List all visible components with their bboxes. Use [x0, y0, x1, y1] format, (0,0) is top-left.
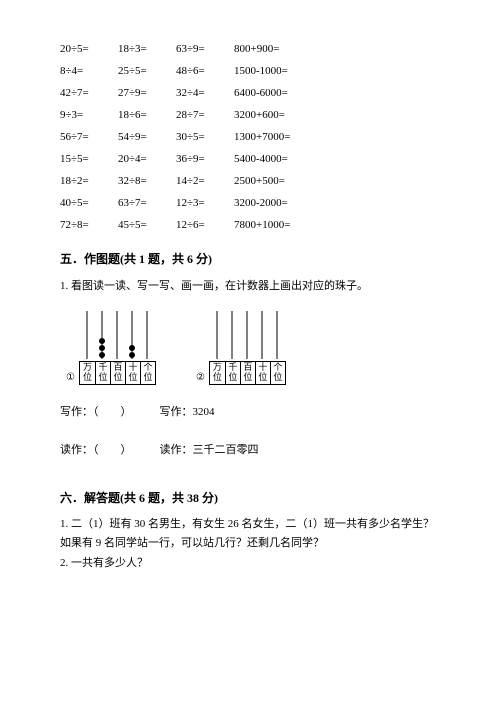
write-2: 写作：3204	[160, 403, 215, 419]
equation-cell: 8÷4=	[60, 60, 118, 82]
equation-cell: 63÷7=	[118, 192, 176, 214]
read-1: 读作：（ ）	[60, 441, 132, 457]
circle-number-1: ①	[66, 372, 75, 383]
equation-row: 56÷7=54÷9=30÷5=1300+7000=	[60, 126, 450, 148]
abacus-label-cell: 千位	[95, 362, 110, 384]
equation-cell: 32÷4=	[176, 82, 234, 104]
equation-cell: 25÷5=	[118, 60, 176, 82]
equation-cell: 30÷5=	[176, 126, 234, 148]
question-6-2: 2. 一共有多少人？	[60, 555, 450, 573]
equation-cell: 7800+1000=	[234, 214, 450, 236]
abacus-label-cell: 十位	[255, 362, 270, 384]
equation-cell: 12÷3=	[176, 192, 234, 214]
question-5-1: 1. 看图读一读、写一写、画一画，在计数器上画出对应的珠子。	[60, 277, 450, 293]
answer-questions: 1. 二（1）班有 30 名男生，有女生 26 名女生，二（1）班一共有多少名学…	[60, 516, 450, 573]
abacus-1: 万位千位百位十位个位	[79, 311, 156, 385]
abacus-bead	[99, 352, 105, 358]
equation-row: 20÷5=18÷3=63÷9=800+900=	[60, 38, 450, 60]
abacus-row: ① 万位千位百位十位个位 ② 万位千位百位十位个位	[60, 311, 450, 385]
abacus-block-2: ② 万位千位百位十位个位	[196, 311, 286, 385]
abacus-rod	[259, 311, 265, 359]
equation-cell: 20÷5=	[60, 38, 118, 60]
equation-cell: 1300+7000=	[234, 126, 450, 148]
equation-cell: 42÷7=	[60, 82, 118, 104]
equation-cell: 45÷5=	[118, 214, 176, 236]
abacus-rod	[214, 311, 220, 359]
abacus-label-cell: 百位	[110, 362, 125, 384]
abacus-label-cell: 十位	[125, 362, 140, 384]
equation-cell: 15÷5=	[60, 148, 118, 170]
abacus-rod	[144, 311, 150, 359]
abacus-rod	[114, 311, 120, 359]
equation-row: 8÷4=25÷5=48÷6=1500-1000=	[60, 60, 450, 82]
abacus-bead	[129, 352, 135, 358]
section-5-title: 五．作图题(共 1 题，共 6 分)	[60, 250, 450, 267]
write-1: 写作：（ ）	[60, 403, 132, 419]
abacus-rod	[129, 311, 135, 359]
abacus-label-cell: 万位	[210, 362, 225, 384]
equation-cell: 72÷8=	[60, 214, 118, 236]
read-2: 读作：三千二百零四	[160, 441, 259, 457]
equation-cell: 32÷8=	[118, 170, 176, 192]
abacus-2: 万位千位百位十位个位	[209, 311, 286, 385]
equation-cell: 54÷9=	[118, 126, 176, 148]
equation-cell: 63÷9=	[176, 38, 234, 60]
equation-cell: 48÷6=	[176, 60, 234, 82]
equation-cell: 2500+500=	[234, 170, 450, 192]
abacus-label-cell: 个位	[270, 362, 285, 384]
equations-grid: 20÷5=18÷3=63÷9=800+900=8÷4=25÷5=48÷6=150…	[60, 38, 450, 236]
read-row: 读作：（ ） 读作：三千二百零四	[60, 441, 450, 457]
abacus-block-1: ① 万位千位百位十位个位	[66, 311, 156, 385]
abacus-rod	[244, 311, 250, 359]
equation-cell: 36÷9=	[176, 148, 234, 170]
equation-row: 9÷3=18÷6=28÷7=3200+600=	[60, 104, 450, 126]
equation-row: 42÷7=27÷9=32÷4=6400-6000=	[60, 82, 450, 104]
equation-row: 18÷2=32÷8=14÷2=2500+500=	[60, 170, 450, 192]
abacus-label-cell: 个位	[140, 362, 155, 384]
equation-cell: 5400-4000=	[234, 148, 450, 170]
equation-cell: 18÷3=	[118, 38, 176, 60]
equation-cell: 18÷2=	[60, 170, 118, 192]
equation-cell: 800+900=	[234, 38, 450, 60]
equation-cell: 28÷7=	[176, 104, 234, 126]
equation-cell: 1500-1000=	[234, 60, 450, 82]
equation-row: 40÷5=63÷7=12÷3=3200-2000=	[60, 192, 450, 214]
equation-cell: 56÷7=	[60, 126, 118, 148]
equation-row: 15÷5=20÷4=36÷9=5400-4000=	[60, 148, 450, 170]
write-row: 写作：（ ） 写作：3204	[60, 403, 450, 419]
equation-cell: 12÷6=	[176, 214, 234, 236]
abacus-label-cell: 千位	[225, 362, 240, 384]
equation-cell: 3200+600=	[234, 104, 450, 126]
abacus-rod	[229, 311, 235, 359]
equation-cell: 20÷4=	[118, 148, 176, 170]
question-6-1b: 如果有 9 名同学站一行，可以站几行？还剩几名同学？	[60, 535, 450, 553]
abacus-rod	[99, 311, 105, 359]
equation-row: 72÷8=45÷5=12÷6=7800+1000=	[60, 214, 450, 236]
abacus-rod	[84, 311, 90, 359]
abacus-bead	[99, 338, 105, 344]
circle-number-2: ②	[196, 372, 205, 383]
abacus-bead	[129, 345, 135, 351]
abacus-label-cell: 百位	[240, 362, 255, 384]
equation-cell: 14÷2=	[176, 170, 234, 192]
question-6-1a: 1. 二（1）班有 30 名男生，有女生 26 名女生，二（1）班一共有多少名学…	[60, 516, 450, 534]
abacus-label-cell: 万位	[80, 362, 95, 384]
equation-cell: 9÷3=	[60, 104, 118, 126]
equation-cell: 27÷9=	[118, 82, 176, 104]
equation-cell: 40÷5=	[60, 192, 118, 214]
equation-cell: 3200-2000=	[234, 192, 450, 214]
section-6-title: 六．解答题(共 6 题，共 38 分)	[60, 489, 450, 506]
abacus-rod	[274, 311, 280, 359]
abacus-bead	[99, 345, 105, 351]
equation-cell: 6400-6000=	[234, 82, 450, 104]
equation-cell: 18÷6=	[118, 104, 176, 126]
